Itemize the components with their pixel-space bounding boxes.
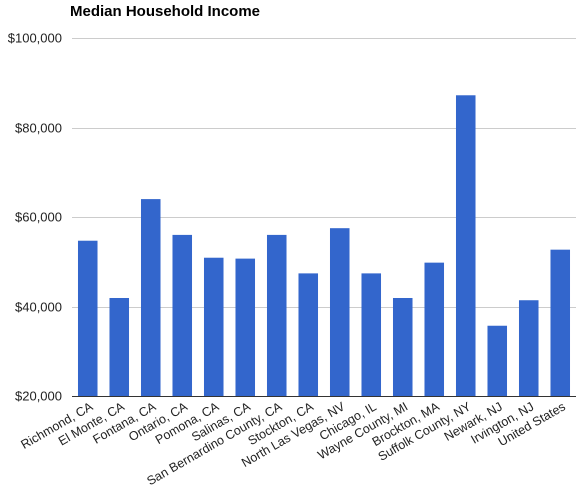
bar xyxy=(109,297,130,396)
bar xyxy=(298,273,319,396)
bar xyxy=(329,228,350,396)
chart-title: Median Household Income xyxy=(70,3,260,20)
bar xyxy=(361,273,382,396)
y-tick-label: $100,000 xyxy=(8,31,62,46)
y-tick-label: $20,000 xyxy=(15,389,62,404)
bar xyxy=(518,300,539,396)
y-tick-label: $40,000 xyxy=(15,300,62,315)
bar xyxy=(550,249,571,396)
bar xyxy=(487,325,508,396)
bar xyxy=(235,258,256,396)
bar xyxy=(455,95,476,396)
bar xyxy=(203,257,224,396)
bars xyxy=(77,95,571,396)
bar xyxy=(424,262,445,396)
bar xyxy=(172,234,193,396)
y-tick-label: $80,000 xyxy=(15,121,62,136)
y-axis-ticks: $20,000 $40,000 $60,000 $80,000 $100,000 xyxy=(8,31,62,404)
bar xyxy=(77,240,98,396)
bar xyxy=(266,234,287,396)
y-tick-label: $60,000 xyxy=(15,210,62,225)
bar xyxy=(140,199,161,396)
bar xyxy=(392,297,413,396)
